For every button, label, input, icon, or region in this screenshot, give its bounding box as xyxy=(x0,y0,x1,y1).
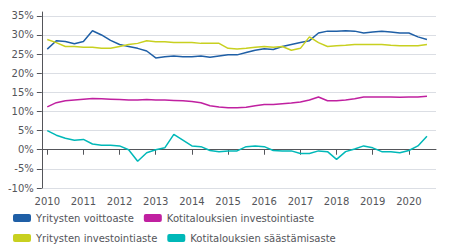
svg-text:15%: 15% xyxy=(12,87,34,98)
svg-text:2020: 2020 xyxy=(396,196,421,207)
svg-text:20%: 20% xyxy=(12,68,34,79)
svg-text:2011: 2011 xyxy=(71,196,96,207)
svg-text:2012: 2012 xyxy=(107,196,132,207)
svg-text:10%: 10% xyxy=(12,106,34,117)
svg-text:5%: 5% xyxy=(18,125,34,136)
svg-text:2015: 2015 xyxy=(215,196,240,207)
svg-text:35%: 35% xyxy=(12,10,34,21)
svg-text:2013: 2013 xyxy=(143,196,168,207)
svg-text:0%: 0% xyxy=(18,144,34,155)
svg-text:25%: 25% xyxy=(12,49,34,60)
svg-text:2014: 2014 xyxy=(179,196,204,207)
svg-text:2017: 2017 xyxy=(288,196,313,207)
svg-text:-10%: -10% xyxy=(8,183,34,194)
svg-text:30%: 30% xyxy=(12,29,34,40)
svg-text:Yritysten investointiaste: Yritysten investointiaste xyxy=(35,233,157,244)
svg-text:2018: 2018 xyxy=(324,196,349,207)
svg-text:2016: 2016 xyxy=(252,196,277,207)
svg-text:Kotitalouksien säästämisaste: Kotitalouksien säästämisaste xyxy=(190,233,335,244)
svg-text:-5%: -5% xyxy=(14,163,33,174)
svg-text:2010: 2010 xyxy=(35,196,60,207)
svg-text:Yritysten voittoaste: Yritysten voittoaste xyxy=(35,213,134,224)
svg-text:2019: 2019 xyxy=(360,196,385,207)
svg-text:Kotitalouksien investointiaste: Kotitalouksien investointiaste xyxy=(167,213,314,224)
